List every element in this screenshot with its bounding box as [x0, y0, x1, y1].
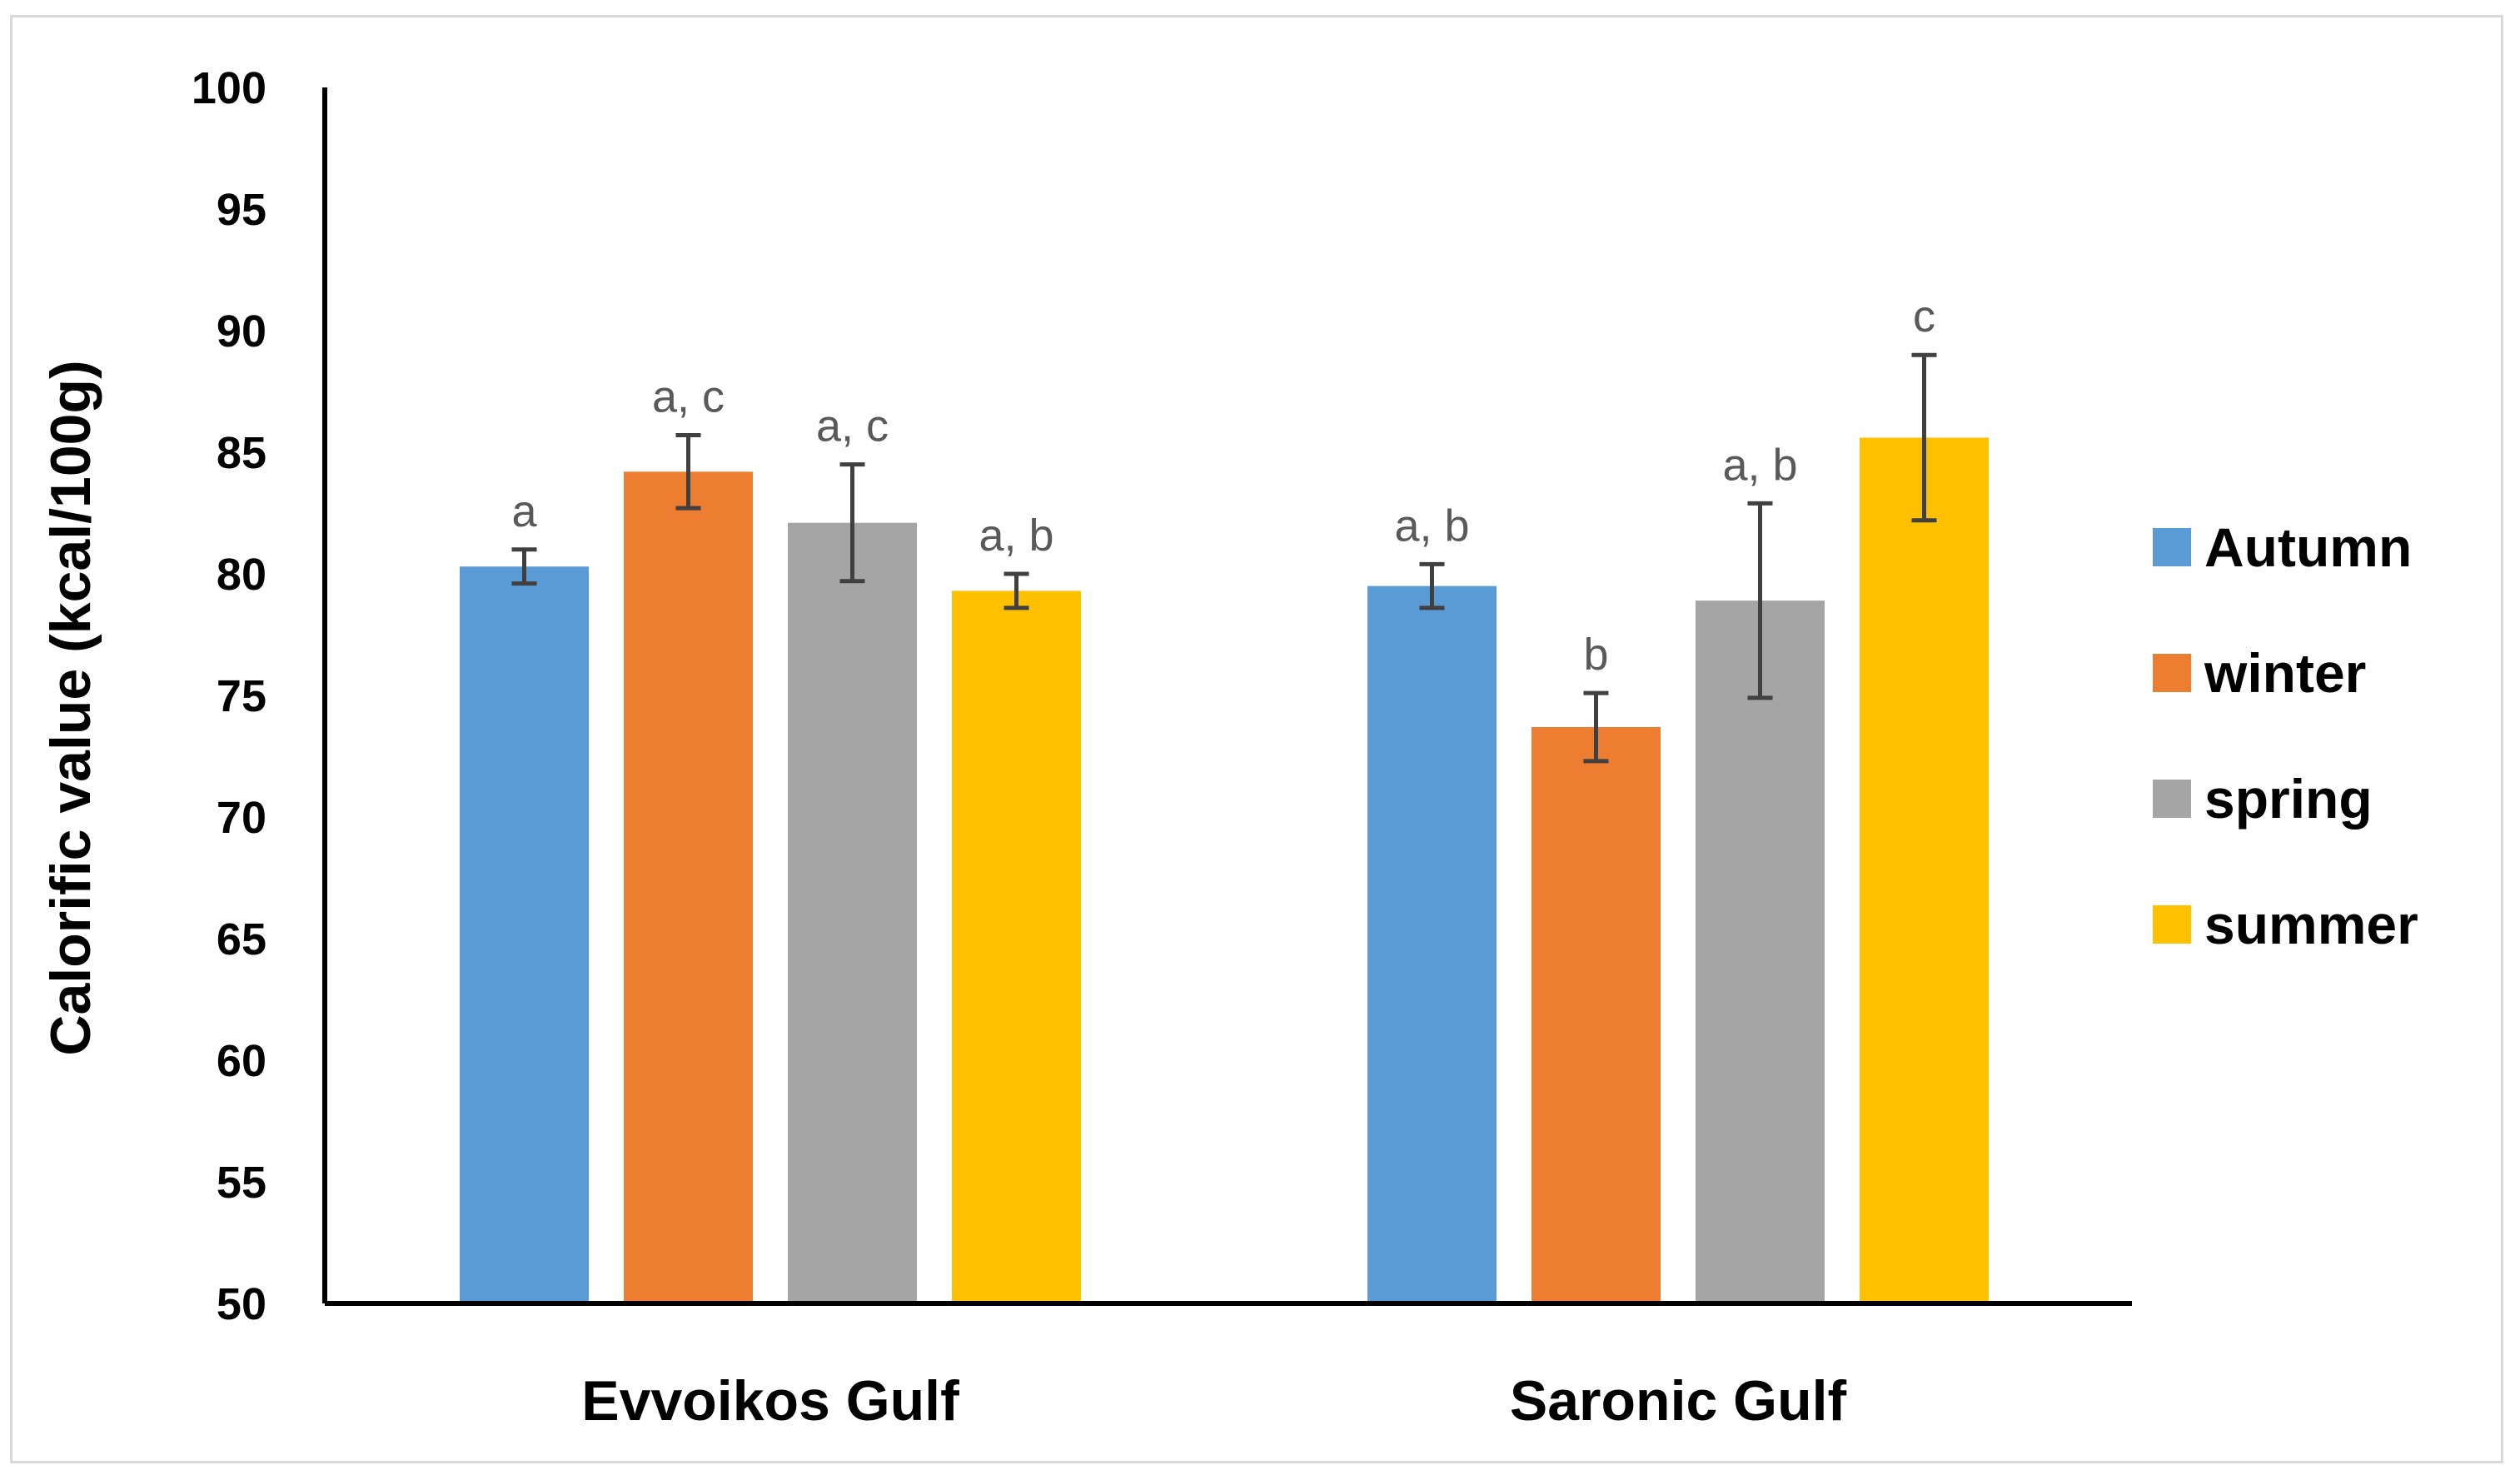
bar-winter-saronic-gulf: [1531, 726, 1661, 1303]
bar-summer-evvoikos-gulf: [952, 591, 1081, 1303]
significance-label: a, c: [816, 401, 889, 451]
error-bar: [675, 433, 701, 511]
legend-swatch-autumn: [2153, 528, 2191, 566]
significance-label: a, b: [979, 511, 1053, 561]
y-tick-label: 85: [217, 428, 266, 478]
bar-summer-saronic-gulf: [1860, 437, 1989, 1303]
error-bar: [839, 462, 865, 584]
y-tick-label: 95: [217, 185, 266, 235]
x-category-label: Saronic Gulf: [1510, 1369, 1847, 1433]
chart-frame: [10, 15, 2503, 1463]
legend-swatch-summer: [2153, 905, 2191, 944]
error-bar: [1419, 561, 1445, 610]
significance-label: a: [511, 486, 537, 536]
significance-label: c: [1913, 292, 1935, 341]
bar-autumn-saronic-gulf: [1367, 586, 1497, 1303]
y-tick-label: 90: [217, 306, 266, 356]
legend-label-summer: summer: [2204, 894, 2418, 955]
significance-label: a, b: [1394, 501, 1469, 551]
y-tick-label: 65: [217, 914, 266, 964]
legend-label-winter: winter: [2204, 642, 2366, 704]
y-tick-label: 55: [217, 1158, 266, 1208]
error-bar: [1747, 501, 1773, 700]
significance-label: a, b: [1722, 440, 1797, 490]
legend-swatch-winter: [2153, 654, 2191, 692]
y-tick-label: 70: [217, 793, 266, 843]
error-bar: [511, 547, 537, 586]
y-tick-label: 80: [217, 550, 266, 600]
legend-label-spring: spring: [2204, 768, 2373, 830]
x-category-label: Evvoikos Gulf: [581, 1369, 959, 1433]
y-tick-label: 75: [217, 671, 266, 721]
bar-winter-evvoikos-gulf: [624, 471, 753, 1303]
y-axis-label: Calorific value (kcal/100g): [39, 360, 102, 1055]
error-bar: [1911, 352, 1937, 523]
error-bar: [1583, 690, 1609, 764]
significance-label: b: [1583, 630, 1608, 680]
bar-spring-evvoikos-gulf: [788, 522, 917, 1303]
bar-autumn-evvoikos-gulf: [460, 566, 589, 1303]
legend-swatch-spring: [2153, 780, 2191, 818]
y-tick-label: 100: [192, 63, 266, 113]
y-tick-label: 60: [217, 1036, 266, 1086]
legend-label-autumn: Autumn: [2204, 516, 2412, 578]
error-bar: [1004, 571, 1029, 610]
bar-spring-saronic-gulf: [1696, 600, 1825, 1303]
significance-label: a, c: [652, 372, 725, 422]
y-tick-label: 50: [217, 1279, 266, 1329]
